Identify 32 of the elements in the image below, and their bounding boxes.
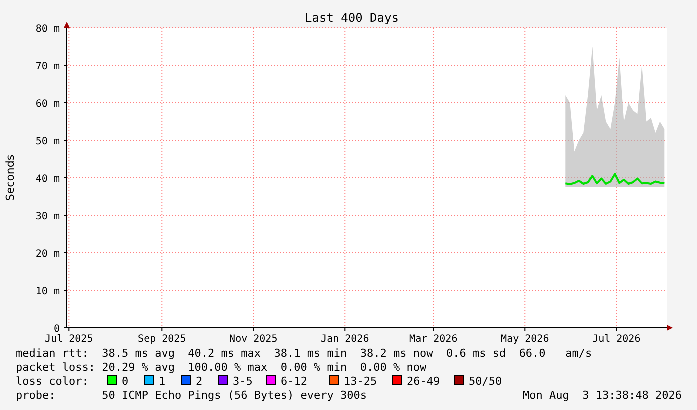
text: 13-25	[344, 375, 378, 388]
text: 6-12	[281, 375, 308, 388]
text: 26-49	[407, 375, 440, 388]
y-tick-label: 40 m	[36, 174, 60, 185]
text: packet loss: 20.29 % avg 100.00 % max 0.00 % min 0.00 % now	[16, 361, 427, 374]
text: 0	[122, 375, 129, 388]
y-tick-label: 70 m	[36, 62, 60, 72]
line-series	[564, 173, 666, 186]
x-tick-label: Sep 2025	[138, 334, 186, 345]
text: 50/50	[469, 375, 502, 388]
text: 3-5	[233, 375, 253, 388]
y-tick-label: 0	[54, 324, 60, 335]
y-tick-label: 50 m	[36, 136, 60, 148]
y-tick-label: 80 m	[36, 24, 60, 35]
y-tick-label: 30 m	[36, 212, 60, 222]
chart-title: Last 400 Days	[305, 11, 399, 25]
y-tick-label: 10 m	[36, 286, 60, 298]
text: Mon Aug 3 13:38:48 2026	[523, 389, 682, 402]
x-tick-label: Jan 2026	[321, 334, 370, 345]
x-tick-label: May 2026	[501, 334, 550, 345]
x-tick-label: Jul 2025	[45, 334, 94, 345]
y-tick-label: 20 m	[36, 249, 60, 260]
y-tick-label: 60 m	[36, 99, 60, 110]
text: median rtt: 38.5 ms avg 40.2 ms max 38.1 ms min 38.2 ms now 0.6 ms sd 66.0 am/s	[16, 347, 592, 360]
text: 1	[159, 375, 166, 388]
x-tick-label: Mar 2026	[410, 334, 458, 345]
x-tick-label: Nov 2025	[230, 334, 278, 345]
x-tick-label: Jul 2026	[592, 334, 641, 345]
text: 2	[196, 375, 203, 388]
text: probe: 50 ICMP Echo Pings (56 Bytes) every 300s	[16, 389, 367, 402]
y-axis-title: Seconds	[4, 154, 17, 202]
text: loss color:	[16, 375, 89, 388]
